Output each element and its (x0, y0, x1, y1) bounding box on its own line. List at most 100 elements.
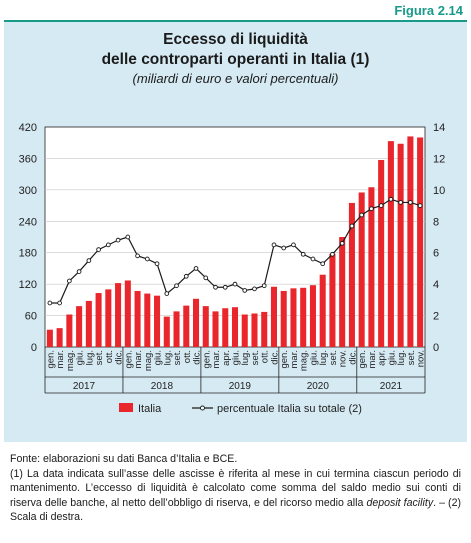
year-label-3: 2020 (307, 381, 330, 392)
bar-5 (95, 293, 102, 347)
x-tick-36: lug. (396, 350, 407, 365)
x-tick-15: dic. (192, 350, 203, 365)
x-tick-34: apr. (377, 350, 388, 366)
bar-34 (378, 160, 385, 347)
bar-26 (300, 287, 307, 347)
left-tick-0: 0 (31, 342, 37, 354)
left-tick-1: 60 (25, 311, 37, 323)
bar-6 (105, 289, 112, 347)
x-tick-26: mag. (299, 350, 310, 371)
year-label-0: 2017 (73, 381, 96, 392)
legend: Italia percentuale Italia su totale (2) (119, 403, 362, 415)
bar-36 (397, 143, 404, 347)
bar-35 (387, 141, 394, 347)
bar-24 (280, 290, 287, 347)
bar-25 (290, 288, 297, 347)
line-point-37 (408, 200, 413, 205)
line-series-percentuale (47, 196, 423, 306)
footnotes: Fonte: elaborazioni su dati Banca d’Ital… (10, 452, 461, 525)
chart-title-line2: delle controparti operanti in Italia (1) (101, 51, 370, 68)
bar-0 (46, 329, 53, 347)
right-tick-5: 10 (433, 185, 445, 197)
line-point-33 (369, 206, 374, 212)
line-point-13 (174, 283, 179, 289)
x-tick-23: dic. (269, 350, 280, 365)
chart-subtitle: (miliardi di euro e valori percentuali) (132, 71, 339, 86)
line-point-32 (359, 212, 365, 218)
right-tick-4: 8 (433, 216, 439, 228)
year-label-2: 2019 (229, 381, 252, 392)
x-tick-18: apr. (221, 350, 232, 366)
right-tick-7: 14 (433, 122, 445, 134)
bar-22 (261, 311, 268, 347)
legend-swatch-bar (119, 403, 133, 412)
year-labels: 2017 2018 2019 2020 2021 (44, 347, 426, 394)
line-point-29 (330, 251, 335, 257)
bar-7 (115, 283, 122, 347)
x-tick-22: ott. (260, 350, 271, 363)
x-tick-37: set. (406, 350, 417, 365)
bar-21 (251, 313, 258, 347)
note-1: (1) La data indicata sull’asse delle asc… (10, 467, 462, 524)
line-point-31 (349, 223, 355, 229)
x-tick-4: lug. (84, 350, 95, 365)
x-tick-9: mar. (133, 350, 144, 368)
bar-20 (241, 314, 248, 347)
bar-1 (56, 328, 63, 347)
legend-label-line: percentuale Italia su totale (2) (217, 403, 362, 415)
chart-title-line1: Eccesso di liquidità (163, 31, 308, 48)
x-tick-6: ott. (104, 350, 115, 363)
line-point-23 (271, 242, 277, 248)
bar-3 (76, 306, 83, 347)
line-point-8 (125, 234, 131, 240)
line-point-18 (222, 284, 228, 290)
left-tick-7: 420 (19, 122, 37, 134)
right-tick-2: 4 (433, 279, 439, 291)
left-axis-ticks: 0 60 120 180 240 300 360 420 (19, 122, 37, 354)
line-point-20 (242, 288, 248, 293)
x-tick-12: lug. (162, 350, 173, 365)
x-tick-14: ott. (182, 350, 193, 363)
legend-label-bar: Italia (138, 403, 162, 415)
x-tick-32: gen. (357, 350, 368, 369)
x-tick-38: nov. (416, 350, 427, 367)
line-point-26 (300, 251, 306, 257)
x-tick-0: gen. (45, 350, 56, 369)
line-point-15 (193, 266, 199, 271)
line-point-38 (417, 203, 423, 208)
bar-17 (212, 311, 219, 347)
x-tick-30: nov. (338, 350, 349, 367)
bar-11 (154, 295, 161, 347)
line-point-0 (47, 300, 53, 306)
bar-16 (202, 306, 209, 347)
line-point-19 (232, 281, 238, 287)
bar-31 (348, 202, 355, 347)
line-point-35 (388, 196, 394, 202)
line-point-25 (291, 242, 296, 248)
line-point-27 (310, 256, 316, 262)
x-tick-35: giu. (386, 350, 397, 365)
line-point-6 (105, 242, 111, 248)
note-1-italic: deposit facility (366, 496, 434, 509)
figure-label: Figura 2.14 (394, 3, 463, 18)
source-note: Fonte: elaborazioni su dati Banca d’Ital… (10, 453, 238, 465)
line-point-22 (261, 283, 267, 289)
left-tick-5: 300 (19, 185, 37, 197)
x-tick-7: dic. (114, 350, 125, 365)
bar-18 (222, 308, 229, 347)
line-point-1 (57, 300, 62, 306)
bar-8 (124, 280, 131, 347)
bar-38 (417, 137, 424, 347)
line-point-34 (378, 203, 384, 208)
line-point-36 (398, 200, 403, 205)
year-label-4: 2021 (380, 381, 403, 392)
x-tick-25: mar. (289, 350, 300, 368)
x-tick-31: dic. (347, 350, 358, 365)
line-point-4 (86, 258, 92, 263)
left-tick-4: 240 (19, 216, 37, 228)
bar-28 (319, 274, 326, 347)
line-point-17 (213, 284, 218, 290)
bar-9 (134, 290, 141, 347)
bar-12 (163, 316, 170, 347)
